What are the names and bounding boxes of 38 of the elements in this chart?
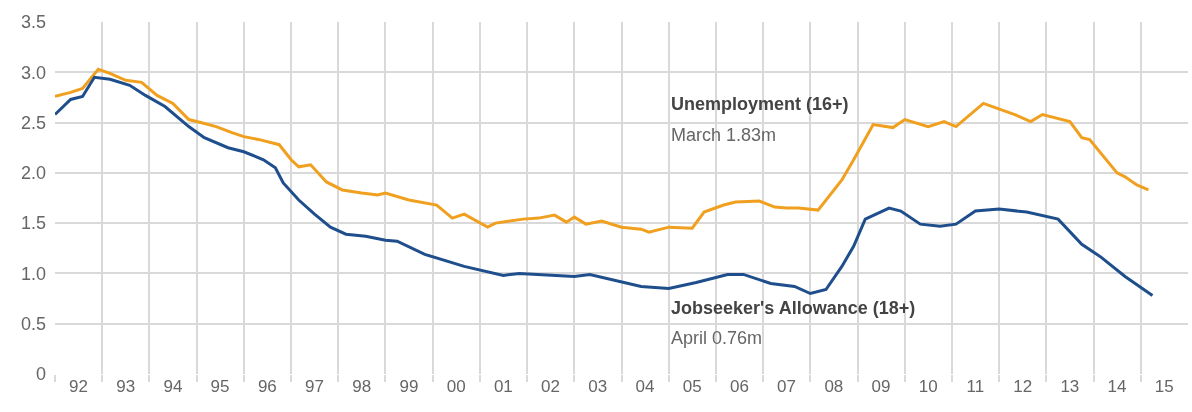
x-tick-label: 08	[824, 377, 844, 396]
line-series	[55, 75, 1154, 298]
y-tick-label: 0.5	[20, 314, 46, 335]
y-tick-label: 1.5	[20, 213, 46, 234]
y-tick-label: 2.0	[20, 163, 46, 184]
x-tick-label: 03	[588, 377, 608, 396]
y-tick-label: 1.0	[20, 263, 46, 284]
annotation: March 1.83m	[671, 125, 777, 145]
x-tick-label: 98	[352, 377, 372, 396]
y-tick-label: 2.5	[20, 112, 46, 133]
x-tick-label: 13	[1060, 377, 1080, 396]
x-tick-label: 15	[1154, 377, 1174, 396]
x-tick-label: 92	[69, 377, 88, 396]
x-tick-label: 06	[729, 377, 749, 396]
x-tick-label: 09	[871, 377, 891, 396]
x-tick-label: 95	[210, 377, 230, 396]
y-tick-label: 3.0	[20, 62, 46, 83]
x-tick-label: 04	[635, 377, 655, 396]
x-tick-label: 14	[1107, 377, 1127, 396]
x-tick-label: 10	[918, 377, 938, 396]
x-tick-label: 05	[682, 377, 702, 396]
y-tick-label: 3.5	[20, 12, 46, 33]
x-tick-label: 07	[777, 377, 797, 396]
series-label: Unemployment (16+)	[671, 94, 849, 114]
x-tick-label: 97	[305, 377, 324, 396]
x-tick-label: 12	[1013, 377, 1033, 396]
x-tick-label: 11	[966, 377, 985, 396]
series-label: Jobseeker's Allowance (18+)	[671, 298, 916, 318]
x-tick-label: 01	[493, 377, 513, 396]
x-tick-label: 99	[399, 377, 419, 396]
x-tick-label: 00	[446, 377, 466, 396]
annotation: April 0.76m	[671, 328, 763, 348]
x-tick-label: 02	[541, 377, 560, 396]
line-series	[55, 67, 1150, 234]
x-tick-label: 96	[257, 377, 277, 396]
x-tick-label: 94	[163, 377, 183, 396]
y-tick-label: 0	[35, 364, 46, 385]
x-tick-label: 93	[116, 377, 136, 396]
